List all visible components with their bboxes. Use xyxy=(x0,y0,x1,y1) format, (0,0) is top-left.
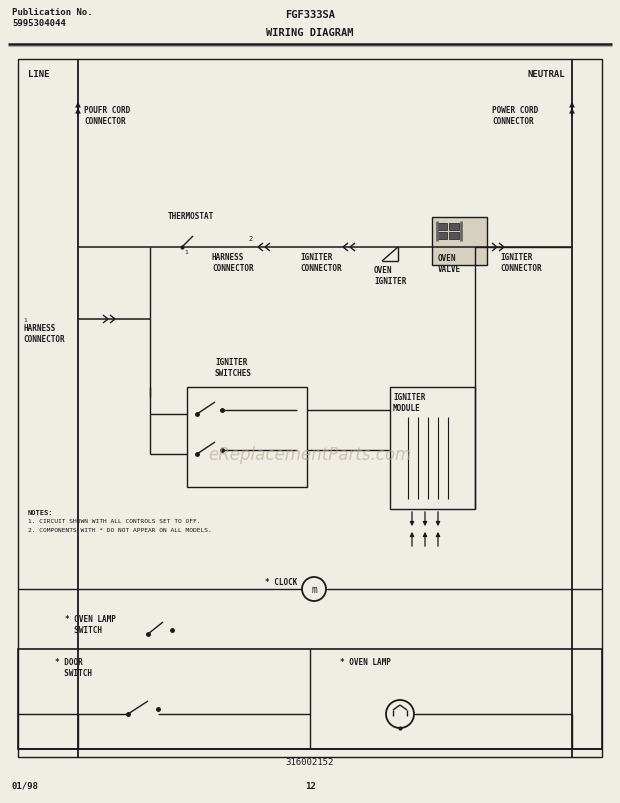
Bar xyxy=(390,388,475,509)
Text: IGNITER
MODULE: IGNITER MODULE xyxy=(393,393,425,413)
Text: * DOOR
  SWITCH: * DOOR SWITCH xyxy=(55,657,92,677)
Text: NOTES:: NOTES: xyxy=(28,509,53,516)
Text: OVEN
VALVE: OVEN VALVE xyxy=(438,254,461,274)
Text: FGF333SA: FGF333SA xyxy=(285,10,335,20)
Bar xyxy=(437,224,447,230)
Text: THERMOSTAT: THERMOSTAT xyxy=(168,212,215,221)
Bar xyxy=(18,649,602,749)
Text: * OVEN LAMP: * OVEN LAMP xyxy=(340,657,391,666)
Text: * CLOCK: * CLOCK xyxy=(265,577,298,586)
Text: 2: 2 xyxy=(248,236,252,242)
Bar xyxy=(437,233,447,240)
Text: LINE: LINE xyxy=(28,70,50,79)
Text: 01/98: 01/98 xyxy=(12,781,39,790)
Text: Publication No.: Publication No. xyxy=(12,8,92,17)
Bar xyxy=(18,60,602,757)
Text: 1. CIRCUIT SHOWN WITH ALL CONTROLS SET TO OFF.: 1. CIRCUIT SHOWN WITH ALL CONTROLS SET T… xyxy=(28,519,200,524)
Text: IGNITER
CONNECTOR: IGNITER CONNECTOR xyxy=(500,253,542,273)
Text: 12: 12 xyxy=(304,781,316,790)
Text: NEUTRAL: NEUTRAL xyxy=(528,70,565,79)
Text: IGNITER
SWITCHES: IGNITER SWITCHES xyxy=(215,357,252,377)
Bar xyxy=(432,218,487,266)
Bar xyxy=(187,388,307,487)
Text: 1: 1 xyxy=(184,250,188,255)
Text: m: m xyxy=(311,585,317,594)
Text: POWER CORD
CONNECTOR: POWER CORD CONNECTOR xyxy=(492,106,538,126)
Text: WIRING DIAGRAM: WIRING DIAGRAM xyxy=(266,28,354,38)
Text: OVEN
IGNITER: OVEN IGNITER xyxy=(374,266,406,286)
Text: 2. COMPONENTS WITH * DO NOT APPEAR ON ALL MODELS.: 2. COMPONENTS WITH * DO NOT APPEAR ON AL… xyxy=(28,528,212,532)
Text: IGNITER
CONNECTOR: IGNITER CONNECTOR xyxy=(300,253,342,273)
Text: 316002152: 316002152 xyxy=(286,757,334,766)
Bar xyxy=(449,233,459,240)
Text: eReplacementParts.com: eReplacementParts.com xyxy=(208,446,412,463)
Text: HARNESS
CONNECTOR: HARNESS CONNECTOR xyxy=(212,253,254,273)
Text: HARNESS
CONNECTOR: HARNESS CONNECTOR xyxy=(23,324,64,344)
Text: * OVEN LAMP
  SWITCH: * OVEN LAMP SWITCH xyxy=(65,614,116,634)
Bar xyxy=(449,224,459,230)
Text: POUFR CORD
CONNECTOR: POUFR CORD CONNECTOR xyxy=(84,106,130,126)
Text: 1: 1 xyxy=(23,318,27,323)
Text: 5995304044: 5995304044 xyxy=(12,19,66,28)
